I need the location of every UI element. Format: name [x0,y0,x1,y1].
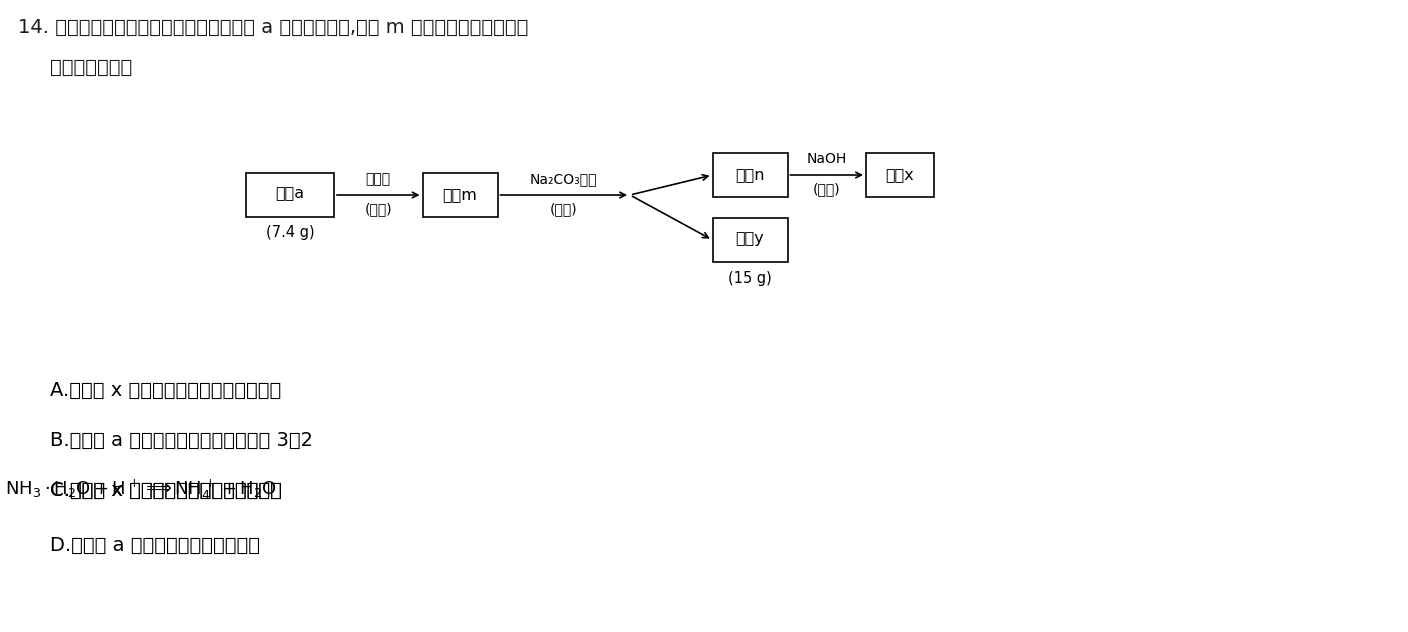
Text: 溶液m: 溶液m [442,188,477,202]
Text: C.　气体 x 与稀盐酸反应的离子方程式为: C. 气体 x 与稀盐酸反应的离子方程式为 [51,480,294,499]
Text: (足量): (足量) [365,202,391,216]
Bar [712,218,787,262]
Text: C.　气体 x 与稀盐酸反应的离子方程式为: C. 气体 x 与稀盐酸反应的离子方程式为 [51,480,294,499]
Text: (足量): (足量) [551,202,577,216]
Text: (加热): (加热) [812,182,841,196]
Text: 沉淀y: 沉淀y [735,231,765,245]
Text: 气体x: 气体x [886,167,914,183]
Text: Na₂CO₃溶液: Na₂CO₃溶液 [529,172,597,186]
Text: 14. 某化学小组对由两种元素组成的化合物 a 进行如图实验,溶液 m 焉色试验为砖红色。下: 14. 某化学小组对由两种元素组成的化合物 a 进行如图实验,溶液 m 焉色试验… [18,18,528,37]
Bar [422,173,497,217]
Bar [712,153,787,197]
Text: 稀盐酸: 稀盐酸 [366,172,391,186]
Text: (7.4 g): (7.4 g) [266,226,314,241]
Text: B.　固体 a 中阴、阳离子的数目之比为 3：2: B. 固体 a 中阴、阳离子的数目之比为 3：2 [51,430,313,449]
Text: 固体a: 固体a [276,186,304,200]
Text: 列说法正确的是: 列说法正确的是 [51,58,132,77]
Text: D.　固体 a 与稀盐酸反应生成两种盐: D. 固体 a 与稀盐酸反应生成两种盐 [51,535,260,554]
Text: NaOH: NaOH [807,152,846,166]
Text: 溶液n: 溶液n [735,167,765,183]
Bar [246,173,334,217]
Bar [866,153,934,197]
Text: A.　气体 x 能使湿润的蓝色石蕊试纸变红: A. 气体 x 能使湿润的蓝色石蕊试纸变红 [51,380,282,399]
Text: $\mathrm{NH_3 \cdot H_2O + H^+ \Longrightarrow NH_4^+ + H_2O}$: $\mathrm{NH_3 \cdot H_2O + H^+ \Longrigh… [4,478,276,502]
Text: (15 g): (15 g) [728,270,772,286]
